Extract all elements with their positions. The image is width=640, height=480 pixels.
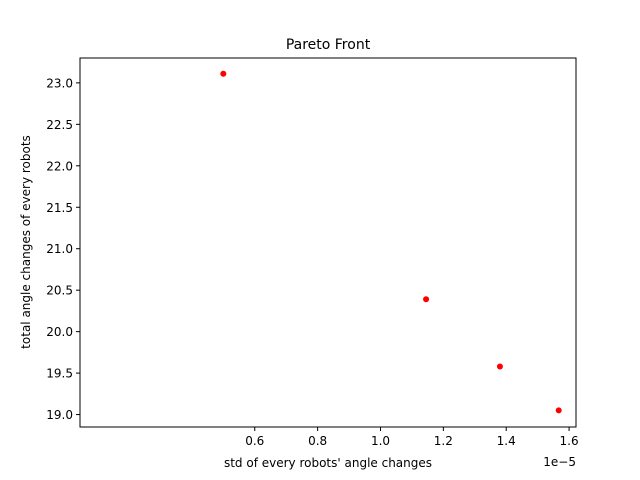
y-axis-label: total angle changes of every robots xyxy=(19,135,33,349)
data-point xyxy=(555,407,562,414)
y-tick-label: 20.5 xyxy=(46,284,73,298)
y-tick-label: 21.5 xyxy=(46,201,73,215)
x-tick-label: 1.6 xyxy=(560,434,579,448)
y-tick-label: 20.0 xyxy=(46,325,73,339)
data-point xyxy=(220,70,227,77)
data-point xyxy=(423,296,430,303)
x-axis-label: std of every robots' angle changes xyxy=(224,456,432,470)
chart-title: Pareto Front xyxy=(286,37,371,53)
data-points xyxy=(220,70,562,414)
x-axis-offset-label: 1e−5 xyxy=(543,455,576,469)
data-point xyxy=(496,363,503,370)
x-tick-label: 1.2 xyxy=(434,434,453,448)
y-tick-label: 19.5 xyxy=(46,367,73,381)
axes-frame xyxy=(79,57,577,428)
x-axis-ticks: 0.6 0.8 1.0 1.2 1.4 1.6 xyxy=(245,427,579,448)
y-tick-label: 22.0 xyxy=(46,159,73,173)
x-tick-label: 1.4 xyxy=(497,434,516,448)
y-tick-label: 19.0 xyxy=(46,408,73,422)
x-tick-label: 0.6 xyxy=(245,434,264,448)
y-tick-label: 21.0 xyxy=(46,242,73,256)
y-tick-label: 22.5 xyxy=(46,118,73,132)
x-tick-label: 0.8 xyxy=(308,434,327,448)
y-axis-ticks: 19.0 19.5 20.0 20.5 21.0 21.5 22.0 22.5 23.0 xyxy=(46,76,80,422)
x-tick-label: 1.0 xyxy=(371,434,390,448)
plot-area xyxy=(79,57,577,428)
y-tick-label: 23.0 xyxy=(46,76,73,90)
